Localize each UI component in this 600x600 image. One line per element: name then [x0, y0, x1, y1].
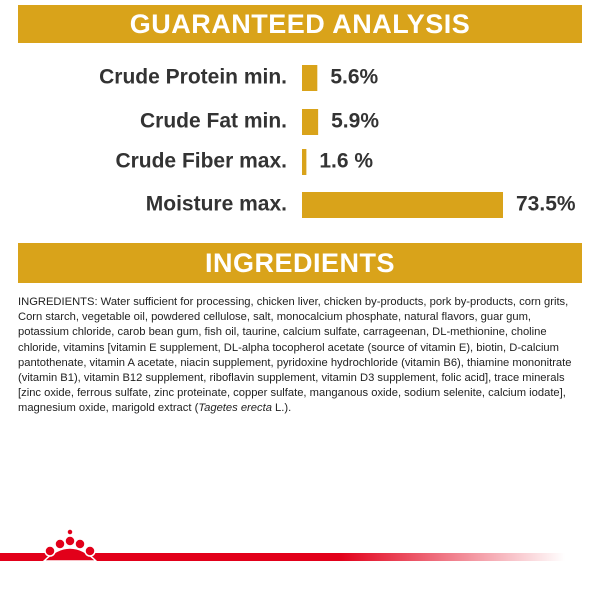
text: Tagetes erecta: [198, 402, 272, 415]
footer: [0, 528, 565, 562]
value-label: 73.5%: [516, 193, 576, 216]
red-rule: [0, 553, 565, 561]
chart: Crude Protein min. 5.6% Crude Fat min. 5.9%…: [99, 65, 576, 218]
section-title: GUARANTEED ANALYSIS: [18, 5, 582, 43]
text: INGREDIENTS: Water sufficient for proces…: [18, 296, 572, 415]
category-label: Crude Fat min.: [140, 110, 287, 133]
bar: [302, 109, 319, 135]
ingredients-text: INGREDIENTS: Water sufficient for proces…: [18, 295, 584, 417]
category-label: Crude Protein min.: [99, 66, 287, 89]
value-label: 1.6 %: [319, 150, 373, 173]
bar: [302, 149, 307, 175]
category-label: Crude Fiber max.: [115, 150, 287, 173]
text: L.).: [271, 402, 292, 415]
category-label: Moisture max.: [146, 193, 287, 216]
logo: [42, 528, 98, 562]
bar: [302, 192, 503, 218]
bar: [302, 65, 318, 91]
value-label: 5.6%: [330, 66, 378, 89]
section-title: INGREDIENTS: [18, 243, 582, 283]
value-label: 5.9%: [331, 110, 379, 133]
